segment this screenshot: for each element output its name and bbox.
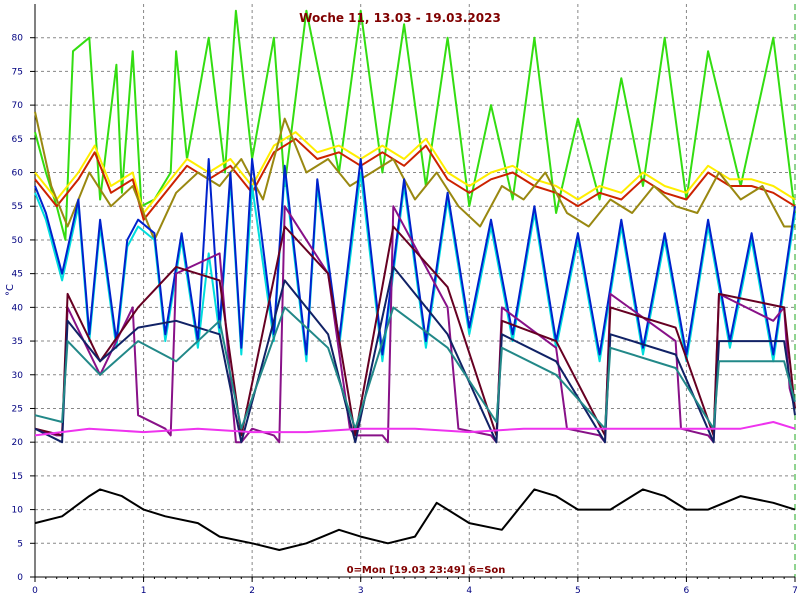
y-tick-label: 15 bbox=[12, 472, 23, 482]
chart-footer: 0=Mon [19.03 23:49] 6=Son bbox=[347, 565, 506, 576]
y-tick-label: 65 bbox=[12, 135, 23, 145]
y-tick-label: 50 bbox=[12, 236, 24, 246]
x-tick-label: 2 bbox=[249, 586, 255, 596]
y-tick-label: 80 bbox=[12, 34, 24, 44]
x-tick-label: 1 bbox=[141, 586, 147, 596]
axes bbox=[30, 4, 796, 582]
y-tick-label: 70 bbox=[12, 101, 24, 111]
y-tick-label: 10 bbox=[12, 506, 24, 516]
series-lines bbox=[34, 9, 796, 551]
series-line-10 bbox=[34, 306, 796, 430]
y-tick-label: 5 bbox=[17, 539, 23, 549]
series-line-3 bbox=[34, 137, 796, 221]
y-axis-unit-label: °C bbox=[5, 284, 16, 296]
y-tick-label: 55 bbox=[12, 202, 23, 212]
y-tick-label: 40 bbox=[12, 303, 24, 313]
x-tick-label: 4 bbox=[466, 586, 472, 596]
y-tick-label: 25 bbox=[12, 404, 23, 414]
y-tick-label: 45 bbox=[12, 270, 23, 280]
series-line-12 bbox=[34, 488, 796, 551]
series-line-1 bbox=[34, 9, 796, 241]
series-line-6 bbox=[34, 158, 796, 356]
x-tick-label: 5 bbox=[575, 586, 581, 596]
series-line-8 bbox=[34, 225, 796, 437]
x-tick-label: 6 bbox=[684, 586, 690, 596]
y-tick-label: 35 bbox=[12, 337, 23, 347]
x-tick-label: 3 bbox=[358, 586, 364, 596]
series-line-9 bbox=[34, 265, 796, 444]
x-tick-label: 7 bbox=[792, 586, 798, 596]
y-tick-label: 60 bbox=[12, 169, 24, 179]
x-tick-label: 0 bbox=[32, 586, 38, 596]
y-tick-label: 20 bbox=[12, 438, 24, 448]
y-tick-label: 0 bbox=[17, 573, 23, 583]
series-line-7 bbox=[34, 205, 796, 444]
series-line-11 bbox=[34, 421, 796, 437]
y-tick-label: 75 bbox=[12, 67, 23, 77]
chart-title: Woche 11, 13.03 - 19.03.2023 bbox=[299, 11, 501, 25]
y-tick-label: 30 bbox=[12, 371, 24, 381]
